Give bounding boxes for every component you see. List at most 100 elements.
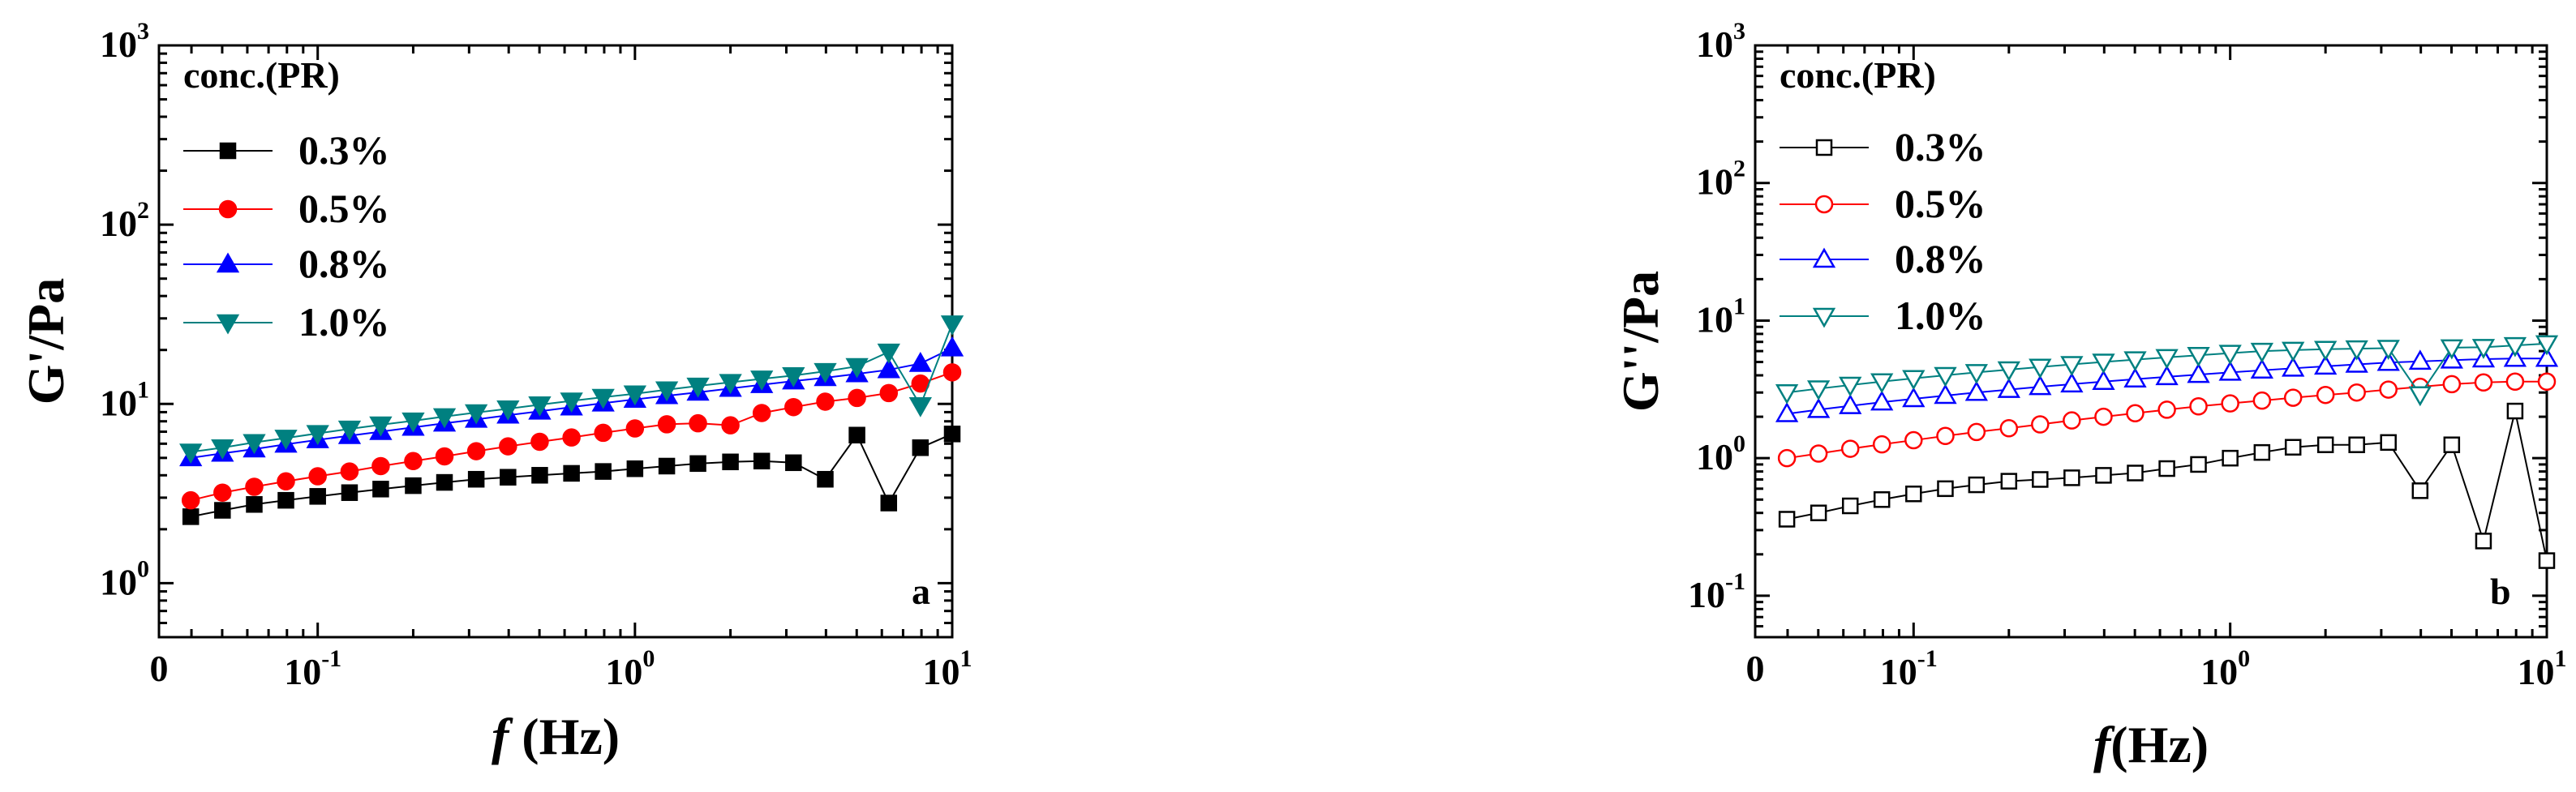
data-point [369,416,393,437]
data-point [1964,364,1988,384]
legend-entry: 0.3% [183,127,390,173]
data-point [405,477,422,494]
legend-label: 0.3% [1895,124,1986,169]
data-point [2218,345,2242,366]
data-point [181,490,200,510]
data-point [655,381,679,402]
data-point [1936,426,1955,446]
legend-entry: 1.0% [1780,293,1986,338]
data-point [626,460,644,477]
data-point [908,396,932,417]
data-point [848,388,866,408]
data-point [1905,485,1922,503]
x-tick-label: 101 [923,645,972,692]
legend-title: conc.(PR) [183,54,340,96]
data-point [214,502,231,519]
data-point [337,420,362,441]
data-point [2505,372,2525,392]
series-0-3- [1778,402,2556,569]
data-point [2282,341,2305,362]
data-point [1967,422,1986,442]
data-point [686,377,710,398]
legend-marker [1812,247,1836,268]
data-point [308,467,327,486]
data-point [2123,367,2147,388]
data-point [2126,404,2145,423]
data-point [2537,372,2557,392]
y-tick-label: 103 [1696,18,1745,65]
data-point [2283,388,2303,407]
legend-entry: 0.8% [1780,236,1986,281]
y-tick-label: 103 [100,18,149,65]
data-point [2411,482,2429,499]
data-point [940,315,964,336]
data-point [594,423,612,443]
legend-label: 0.8% [298,241,390,286]
data-point [1839,376,1862,397]
data-point [2345,353,2368,373]
data-point [528,396,552,417]
x-tick-label: 10-1 [284,645,341,692]
data-point [213,483,232,502]
data-point [942,363,962,382]
data-point [179,443,203,464]
data-point [1873,491,1891,508]
data-point [752,404,771,422]
y-tick-label: 102 [1696,156,1745,203]
data-point [496,400,520,421]
panel-b: 0 10-1 100 10110-1100101102103G''/Paf(Hz)bc… [1612,18,2567,773]
data-point [908,351,932,372]
data-point [1870,390,1894,411]
data-point [2316,385,2335,405]
legend-label: 0.3% [298,127,390,173]
data-point [246,496,263,513]
data-point [784,397,803,417]
y-tick-label: 102 [100,197,149,244]
data-point [500,469,517,486]
data-point [1999,419,2019,438]
data-point [562,428,581,447]
legend-label: 0.5% [1895,181,1986,226]
data-point [2155,365,2179,386]
legend-marker [1814,195,1834,214]
data-point [2095,467,2112,484]
data-point [2503,336,2527,357]
y-tick-label: 101 [1696,293,1745,340]
data-point [432,408,457,429]
data-point [2092,370,2115,391]
data-point [1968,476,1986,494]
data-point [1934,383,1957,405]
data-point [785,454,802,472]
data-point [1997,378,2020,398]
data-point [657,415,676,434]
data-point [563,464,580,482]
data-point [274,430,298,450]
data-point [719,374,742,395]
y-tick-label: 100 [1696,430,1745,477]
data-point [877,343,900,364]
data-point [2222,449,2239,467]
data-point [2029,375,2052,396]
data-point [2379,380,2398,399]
data-point [401,412,425,433]
data-point [2376,350,2400,371]
data-point [2094,407,2113,426]
data-point [372,481,389,498]
data-point [2127,464,2144,482]
data-point [750,370,774,391]
data-point [243,434,266,455]
panel-a: 0 10-1 100 101 100 101 102 103 G'/Pa f (Hz) a conc.… [17,18,972,765]
y-tick-label: 101 [100,376,149,423]
data-point [2000,473,2018,490]
data-point [1870,373,1894,394]
x-axis-label: f(Hz) [2093,716,2209,773]
data-point [2250,358,2273,379]
legend-title: conc.(PR) [1780,54,1936,96]
data-point [2029,358,2052,379]
series-0-8- [1775,346,2559,422]
data-point [309,488,326,505]
data-point [814,362,837,383]
data-point [2314,340,2338,362]
data-point [1997,361,2020,382]
data-point [753,452,771,470]
